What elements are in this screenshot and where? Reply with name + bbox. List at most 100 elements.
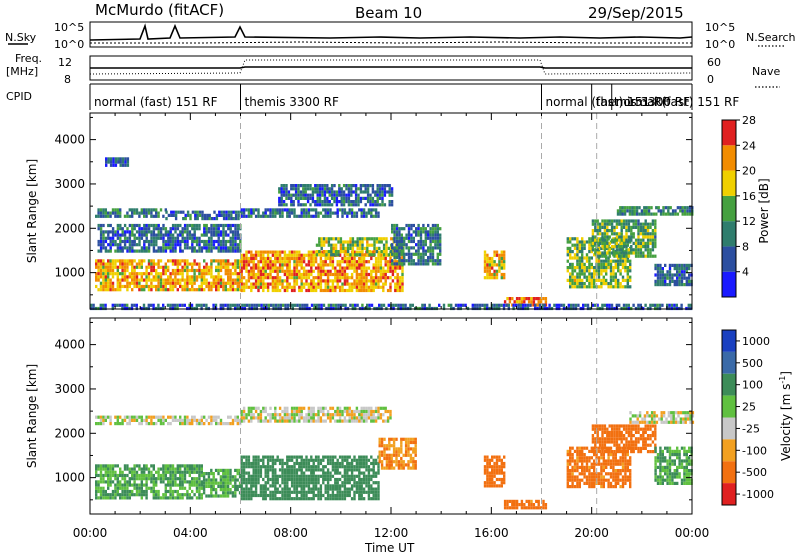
power-cell (198, 272, 201, 276)
velocity-cell (167, 489, 170, 494)
power-cell (322, 260, 325, 264)
velocity-cell (133, 486, 136, 490)
velocity-cell (269, 468, 272, 472)
power-cell (634, 238, 638, 242)
power-cell (382, 303, 386, 307)
velocity-cell (276, 458, 279, 462)
power-cell (439, 252, 442, 256)
power-cell (171, 281, 175, 285)
power-cell (355, 272, 359, 277)
velocity-cell (171, 493, 175, 497)
power-cell (257, 285, 260, 289)
power-cell (135, 262, 139, 266)
power-cell (358, 272, 361, 277)
velocity-cell (264, 468, 267, 472)
power-cell (410, 223, 413, 228)
power-cell (167, 236, 170, 240)
power-cell (356, 253, 359, 257)
power-cell (537, 300, 540, 304)
power-cell (372, 208, 375, 212)
power-cell (321, 187, 324, 191)
power-cell (222, 288, 225, 292)
velocity-cell (276, 481, 279, 485)
power-cell (382, 269, 385, 273)
velocity-cell (250, 477, 253, 482)
power-cell (224, 223, 228, 228)
power-cell (135, 211, 139, 215)
power-cell (367, 208, 371, 212)
power-cell (119, 281, 122, 285)
power-cell (618, 222, 621, 226)
power-cell (350, 187, 353, 191)
power-cell (292, 187, 295, 191)
velocity-cell (271, 481, 275, 485)
power-cell (395, 252, 399, 256)
power-cell (138, 249, 141, 253)
power-cell (133, 284, 136, 289)
power-cell (624, 259, 627, 263)
velocity-cell (324, 477, 327, 482)
power-cell (654, 222, 657, 226)
power-cell (427, 249, 430, 253)
velocity-cell (109, 467, 112, 471)
power-cell (114, 303, 117, 307)
power-cell (374, 282, 378, 286)
power-cell (488, 272, 491, 277)
power-cell (219, 233, 223, 237)
power-cell (355, 269, 359, 273)
power-cell (207, 288, 211, 292)
power-cell (390, 190, 394, 194)
power-cell (411, 303, 414, 307)
power-cell (655, 206, 658, 210)
power-cell (253, 303, 256, 307)
power-cell (666, 283, 669, 287)
power-cell (145, 275, 148, 279)
velocity-cell (205, 472, 208, 476)
power-cell (171, 236, 175, 240)
velocity-cell (362, 490, 366, 494)
power-cell (350, 288, 354, 293)
power-cell (391, 243, 394, 247)
power-cell (639, 248, 643, 252)
power-cell (392, 303, 395, 307)
power-cell (205, 239, 208, 244)
power-cell (626, 206, 629, 210)
power-cell (172, 213, 175, 217)
power-cell (383, 190, 387, 194)
power-cell (364, 190, 367, 194)
power-cell (598, 222, 602, 226)
power-cell (368, 250, 371, 254)
power-cell (210, 284, 213, 289)
velocity-cell (317, 465, 320, 469)
velocity-cell (293, 461, 296, 466)
power-cell (294, 193, 298, 197)
velocity-cell (341, 455, 344, 459)
power-cell (242, 282, 246, 286)
power-cell (316, 184, 319, 188)
power-cell (624, 262, 627, 266)
power-cell (373, 243, 376, 247)
power-cell (581, 243, 584, 247)
power-cell (353, 266, 356, 270)
power-cell (240, 282, 243, 286)
power-cell (328, 200, 331, 204)
power-cell (644, 232, 647, 236)
power-cell (210, 272, 213, 276)
power-cell (231, 265, 235, 269)
power-cell (119, 259, 122, 263)
power-cell (436, 236, 439, 240)
power-cell (114, 272, 117, 276)
power-cell (116, 211, 119, 215)
power-cell (362, 266, 366, 270)
power-cell (281, 211, 284, 215)
velocity-cell (346, 474, 349, 478)
velocity-cell (119, 470, 122, 474)
velocity-cell (302, 474, 306, 478)
power-cell (632, 303, 635, 307)
power-cell (622, 254, 626, 258)
power-cell (207, 230, 211, 234)
power-cell (350, 184, 353, 188)
power-cell (157, 281, 160, 285)
power-cell (398, 282, 402, 286)
power-cell (360, 208, 363, 212)
